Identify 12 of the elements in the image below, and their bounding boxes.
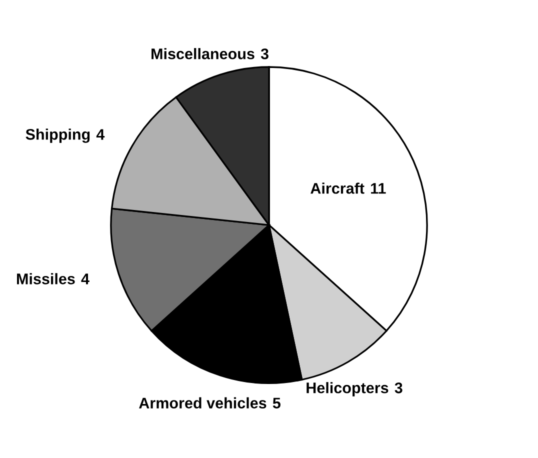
slice-label: Shipping — [26, 128, 90, 143]
slice-label: Miscellaneous — [152, 48, 254, 60]
data-label: 3 — [394, 382, 402, 394]
data-label: 11 — [371, 183, 386, 194]
slice-label: Helicopters — [306, 382, 388, 396]
data-label: 5 — [272, 398, 280, 408]
slice-label: Armored vehicles — [139, 397, 266, 408]
data-label: 3 — [260, 48, 268, 60]
slice-label: Aircraft — [310, 182, 364, 194]
data-label: 4 — [81, 274, 90, 284]
slice-label: Missiles — [17, 273, 75, 284]
data-label: 4 — [96, 129, 105, 140]
